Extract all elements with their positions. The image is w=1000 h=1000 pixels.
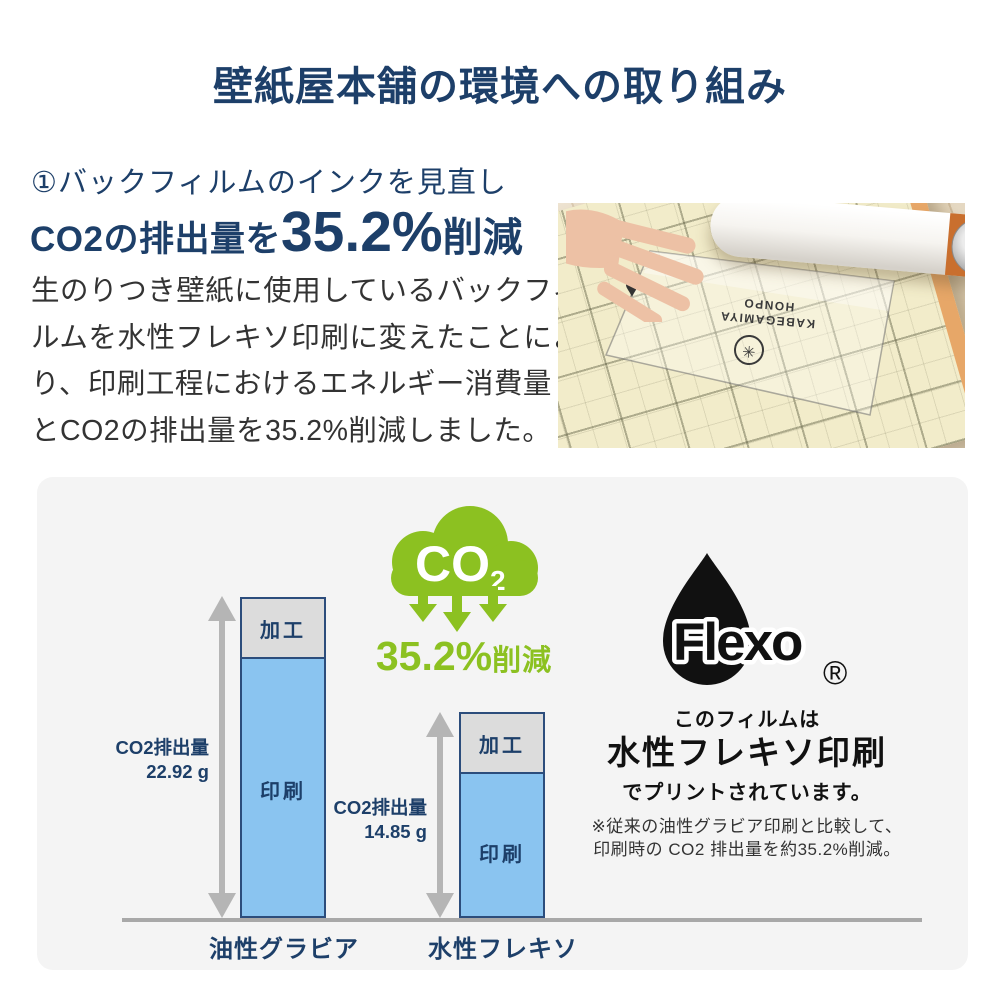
headline-suffix: 削減 [442,216,523,260]
amount-label: CO2排出量 [333,797,427,818]
hand [566,209,704,322]
flexo-droplet-icon [663,553,751,685]
bar-oil-gravure: 加工 印刷 [240,597,326,918]
co2-reduction-headline: CO2の排出量を 35.2% 削減 [30,199,523,265]
cloud-co2-text: CO [415,536,490,592]
flexo-caption-top: このフィルムは [673,709,821,731]
amount-value: 22.92 g [146,761,209,782]
flexo-logo: Flexo ® [663,553,847,691]
flexo-caption-bottom: でプリントされています。 [622,782,872,804]
flexo-footnote: ※従来の油性グラビア印刷と比較して、 印刷時の CO2 排出量を約35.2%削減… [591,817,903,859]
registered-mark: ® [823,654,847,691]
step-heading: ①バックフィルムのインクを見直し [31,167,507,199]
cloud-reduction-label: 35.2% 削減 [376,633,552,680]
category-label-water-flexo: 水性フレキソ [428,936,578,963]
bar-segment-processing: 加工 [461,714,543,774]
segment-label-processing: 加工 [479,734,525,757]
reduction-value: 35.2% [375,633,493,679]
right-measure-arrow [426,712,454,918]
chart-baseline [122,918,922,922]
transparent-film [604,250,895,416]
left-measure-arrow [208,596,236,918]
headline-prefix: CO2の排出量を [30,220,281,259]
svg-text:CO2: CO2 [415,536,506,596]
reduction-suffix: 削減 [492,645,553,677]
infographic-panel: 加工 印刷 加工 印刷 CO2排出量 22.92 g [37,477,968,970]
segment-label-printing: 印刷 [479,844,525,866]
co2-cloud-icon: CO2 [391,506,538,632]
bar-water-flexo: 加工 印刷 [459,712,545,918]
co2-amount-left: CO2排出量 22.92 g [37,736,209,784]
product-photo: KABEGAMIYA HONPO ✳ [558,203,965,448]
amount-value: 14.85 g [364,821,427,842]
intro-paragraph: 生のりつき壁紙に使用しているバックフィ ルムを水性フレキソ印刷に変えたことによ … [31,275,582,447]
co2-down-arrows-icon [409,586,507,632]
page-title: 壁紙屋本舗の環境への取り組み [213,65,787,109]
flexo-brand-text: Flexo [673,613,802,672]
segment-label-processing: 加工 [260,619,306,642]
amount-label: CO2排出量 [115,737,209,758]
co2-amount-right: CO2排出量 14.85 g [227,796,427,844]
bar-segment-processing: 加工 [242,599,324,659]
flexo-caption-main: 水性フレキソ印刷 [607,734,887,771]
segment-label-printing: 印刷 [260,781,306,803]
headline-value: 35.2% [280,200,443,264]
category-label-oil-gravure: 油性グラビア [209,936,359,963]
